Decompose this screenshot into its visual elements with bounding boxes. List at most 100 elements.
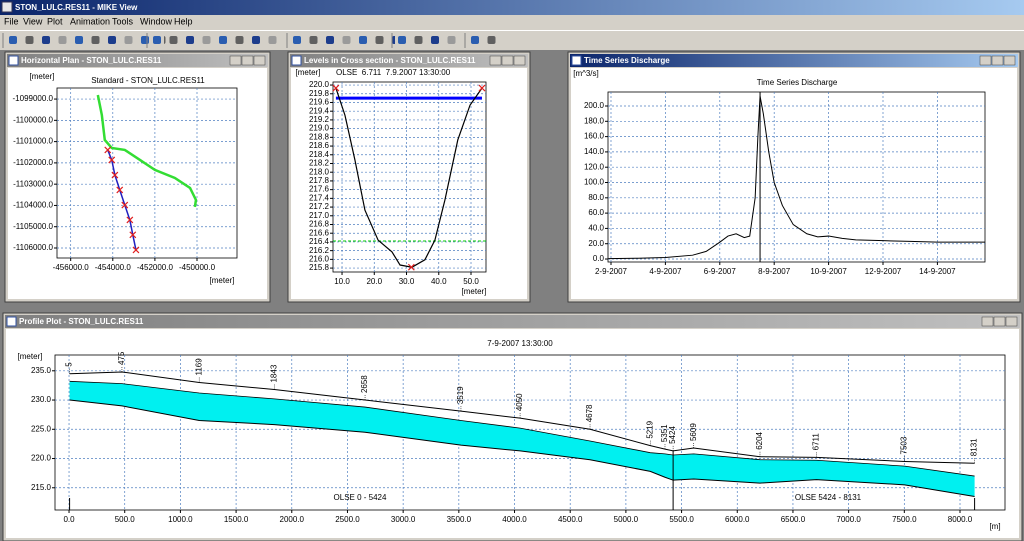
x-tick-label: 500.0 — [115, 515, 136, 524]
toolbar-button[interactable] — [265, 33, 280, 47]
x-tick-label: 8-9-2007 — [758, 267, 791, 276]
y-tick-label: 219.4 — [309, 106, 330, 115]
y-tick-label: -1099000.0 — [13, 94, 54, 103]
x-tick-label: 10.0 — [334, 277, 350, 286]
toolbar-button[interactable] — [395, 33, 409, 47]
toolbar-button[interactable] — [88, 33, 103, 47]
menu-item[interactable]: Plot — [47, 16, 63, 26]
maximize-button[interactable] — [501, 55, 514, 66]
toolbar-button[interactable] — [166, 33, 181, 47]
toolbar-button[interactable] — [138, 33, 152, 47]
y-tick-label: 60.0 — [588, 208, 604, 217]
plot-area — [56, 87, 238, 259]
button-icon — [169, 36, 178, 44]
button-icon — [326, 36, 334, 44]
window-title: Time Series Discharge — [584, 56, 670, 65]
y-tick-label: -1105000.0 — [13, 222, 53, 231]
marker — [478, 84, 486, 92]
y-tick-label: -1101000.0 — [13, 137, 53, 146]
chainage-label: 1843 — [269, 364, 278, 382]
toolbar-button[interactable] — [428, 33, 442, 47]
toolbar-button[interactable] — [484, 33, 499, 47]
y-tick-label: 120.0 — [584, 162, 605, 171]
x-tick-label: 2-9-2007 — [595, 267, 628, 276]
x-tick-label: 2000.0 — [280, 515, 305, 524]
y-tick-label: 216.6 — [309, 228, 330, 237]
toolbar-button[interactable] — [323, 33, 337, 47]
toolbar-button[interactable] — [249, 33, 263, 47]
close-button[interactable] — [253, 55, 266, 66]
y-tick-label: 219.8 — [309, 89, 330, 98]
toolbar-button[interactable] — [232, 33, 247, 47]
x-tick-label: 7500.0 — [892, 515, 917, 524]
close-button[interactable] — [513, 55, 526, 66]
minimize-button[interactable] — [489, 55, 502, 66]
chainage-label: 2658 — [360, 375, 369, 393]
x-axis-label: [meter] — [210, 276, 235, 285]
x-tick-label: 4000.0 — [502, 515, 527, 524]
toolbar-button[interactable] — [372, 33, 387, 47]
button-icon — [108, 36, 116, 44]
toolbar-button[interactable] — [306, 33, 321, 47]
toolbar-button[interactable] — [444, 33, 459, 47]
y-tick-label: 219.6 — [309, 98, 330, 107]
toolbar-button[interactable] — [22, 33, 37, 47]
x-tick-label: 3500.0 — [447, 515, 472, 524]
toolbar-button[interactable] — [39, 33, 53, 47]
y-tick-label: 40.0 — [588, 224, 604, 233]
menu-item[interactable]: Tools — [112, 16, 134, 26]
marker — [121, 201, 129, 209]
y-tick-label: -1104000.0 — [13, 201, 53, 210]
button-icon — [398, 36, 406, 44]
button-icon — [447, 36, 456, 44]
toolbar-button[interactable] — [55, 33, 70, 47]
toolbar-button[interactable] — [339, 33, 354, 47]
toolbar-button[interactable] — [290, 33, 304, 47]
marker — [332, 84, 340, 92]
chainage-label: 8131 — [970, 438, 979, 456]
menu-item[interactable]: Animation — [70, 16, 110, 26]
minimize-button[interactable] — [981, 316, 994, 327]
toolbar-button[interactable] — [216, 33, 230, 47]
window-title-bar — [5, 315, 1020, 328]
button-icon — [359, 36, 367, 44]
menu-item[interactable]: Help — [174, 16, 193, 26]
button-icon — [268, 36, 277, 44]
toolbar-button[interactable] — [6, 33, 20, 47]
toolbar-button[interactable] — [356, 33, 370, 47]
toolbar-button[interactable] — [150, 33, 164, 47]
button-icon — [186, 36, 194, 44]
x-tick-label: 6500.0 — [781, 515, 806, 524]
toolbar-button[interactable] — [199, 33, 214, 47]
toolbar — [2, 33, 499, 48]
toolbar-button[interactable] — [105, 33, 119, 47]
app-title: STON_LULC.RES11 - MIKE View — [15, 3, 138, 12]
menu-item[interactable]: View — [23, 16, 43, 26]
toolbar-button[interactable] — [183, 33, 197, 47]
chainage-label: 475 — [117, 351, 126, 365]
maximize-button[interactable] — [241, 55, 254, 66]
toolbar-button[interactable] — [121, 33, 136, 47]
series-line — [335, 87, 483, 268]
x-axis-label: [m] — [989, 522, 1000, 531]
maximize-button[interactable] — [991, 55, 1004, 66]
close-button[interactable] — [1003, 55, 1016, 66]
menu-item[interactable]: File — [4, 16, 19, 26]
y-tick-label: 220.0 — [31, 454, 52, 463]
minimize-button[interactable] — [979, 55, 992, 66]
series-line — [69, 380, 975, 477]
y-tick-label: -1100000.0 — [13, 115, 53, 124]
close-button[interactable] — [1005, 316, 1018, 327]
minimize-button[interactable] — [229, 55, 242, 66]
maximize-button[interactable] — [993, 316, 1006, 327]
y-tick-label: 217.0 — [309, 211, 330, 220]
toolbar-button[interactable] — [72, 33, 86, 47]
menu-item[interactable]: Window — [140, 16, 173, 26]
series-line — [107, 149, 137, 251]
toolbar-button[interactable] — [468, 33, 482, 47]
y-tick-label: 0.0 — [593, 254, 605, 263]
toolbar-button[interactable] — [411, 33, 426, 47]
button-icon — [342, 36, 351, 44]
button-icon — [42, 36, 50, 44]
